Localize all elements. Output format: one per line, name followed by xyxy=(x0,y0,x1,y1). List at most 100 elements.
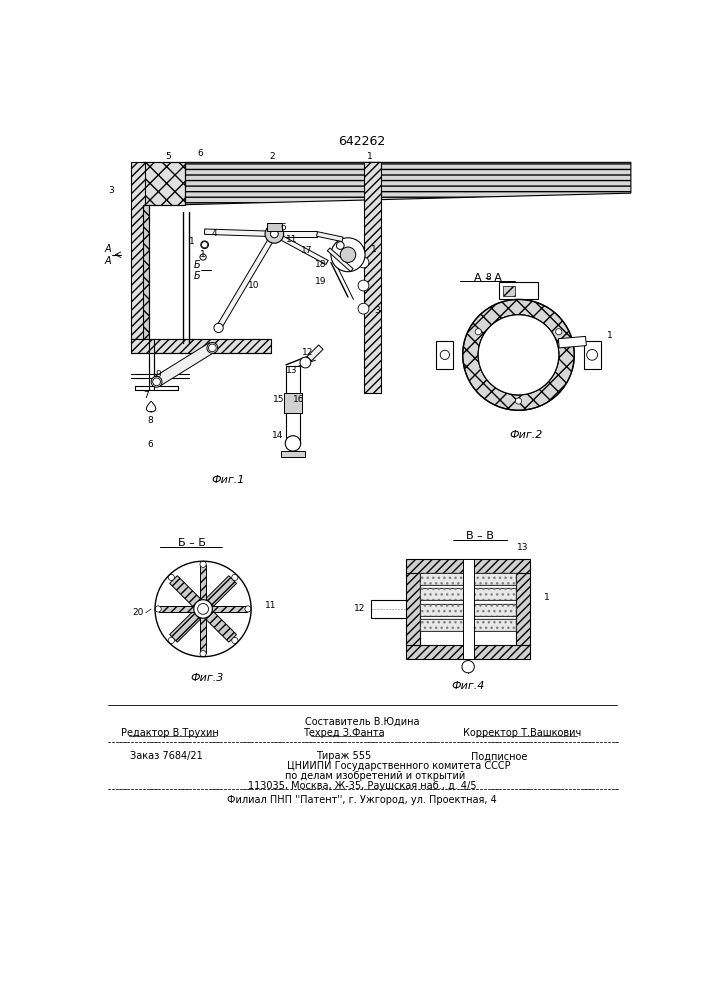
Circle shape xyxy=(440,350,450,359)
Bar xyxy=(583,341,601,369)
Polygon shape xyxy=(307,345,323,361)
Polygon shape xyxy=(170,576,200,606)
Bar xyxy=(284,393,303,413)
Circle shape xyxy=(200,561,206,567)
Text: 15: 15 xyxy=(272,395,284,404)
Text: А – А: А – А xyxy=(474,273,501,283)
Bar xyxy=(420,588,516,600)
Text: Составитель В.Юдина: Составитель В.Юдина xyxy=(305,717,419,727)
Text: 1: 1 xyxy=(367,152,373,161)
Text: 20: 20 xyxy=(133,608,144,617)
Text: Фиг.3: Фиг.3 xyxy=(190,673,223,683)
Text: 113035, Москва, Ж-35, Раушская наб., д. 4/5: 113035, Москва, Ж-35, Раушская наб., д. … xyxy=(247,781,477,791)
Circle shape xyxy=(151,376,162,387)
Circle shape xyxy=(475,329,481,335)
Bar xyxy=(516,573,530,645)
Text: 12: 12 xyxy=(302,348,313,357)
Text: 3: 3 xyxy=(374,306,380,315)
Circle shape xyxy=(462,661,474,673)
Circle shape xyxy=(358,303,369,314)
Circle shape xyxy=(214,323,223,333)
Text: Редактор В.Трухин: Редактор В.Трухин xyxy=(121,728,218,738)
Text: 1: 1 xyxy=(607,331,612,340)
Circle shape xyxy=(232,637,238,644)
Text: Филиал ПНП ''Патент'', г. Ужгород, ул. Проектная, 4: Филиал ПНП ''Патент'', г. Ужгород, ул. П… xyxy=(227,795,497,805)
Circle shape xyxy=(271,230,279,238)
Polygon shape xyxy=(170,612,200,642)
Text: 16: 16 xyxy=(293,395,305,404)
Wedge shape xyxy=(462,299,574,410)
Bar xyxy=(406,573,420,645)
Text: Тираж 555: Тираж 555 xyxy=(317,751,372,761)
Circle shape xyxy=(168,574,175,580)
Text: 642262: 642262 xyxy=(339,135,385,148)
Text: 6: 6 xyxy=(281,223,286,232)
Circle shape xyxy=(245,606,251,612)
Circle shape xyxy=(337,242,344,249)
Circle shape xyxy=(198,604,209,614)
Bar xyxy=(363,162,380,393)
Text: А: А xyxy=(105,256,111,266)
Circle shape xyxy=(201,242,208,248)
Polygon shape xyxy=(216,233,276,329)
Text: Техред З.Фанта: Техред З.Фанта xyxy=(303,728,385,738)
Circle shape xyxy=(153,378,160,386)
Text: Подписное: Подписное xyxy=(471,751,527,761)
Text: 7: 7 xyxy=(144,391,149,400)
Text: 2: 2 xyxy=(269,152,275,161)
Text: Корректор Т.Вашкович: Корректор Т.Вашкович xyxy=(463,728,581,738)
Circle shape xyxy=(155,606,161,612)
Circle shape xyxy=(200,651,206,657)
Bar xyxy=(406,645,530,659)
Bar xyxy=(436,341,453,369)
Text: 13: 13 xyxy=(517,543,528,552)
Circle shape xyxy=(168,637,175,644)
Bar xyxy=(420,573,516,585)
Circle shape xyxy=(515,398,522,404)
Text: 4: 4 xyxy=(211,229,217,238)
Text: 1: 1 xyxy=(370,245,376,254)
Text: Б – Б: Б – Б xyxy=(177,538,206,548)
Text: 14: 14 xyxy=(271,431,284,440)
Circle shape xyxy=(556,329,562,335)
Bar xyxy=(420,573,516,585)
Bar xyxy=(406,559,530,573)
Circle shape xyxy=(587,349,597,360)
Circle shape xyxy=(340,247,356,262)
Circle shape xyxy=(358,257,369,268)
Bar xyxy=(143,162,185,205)
Circle shape xyxy=(209,344,216,352)
Polygon shape xyxy=(559,336,586,348)
Polygon shape xyxy=(327,248,354,272)
Text: 13: 13 xyxy=(286,366,297,375)
Text: 6: 6 xyxy=(198,149,204,158)
Circle shape xyxy=(464,662,473,671)
Bar xyxy=(482,347,555,363)
Text: 1: 1 xyxy=(200,250,206,259)
Polygon shape xyxy=(185,162,631,205)
Bar xyxy=(281,451,305,457)
Text: Заказ 7684/21: Заказ 7684/21 xyxy=(129,751,202,761)
Text: Б: Б xyxy=(194,260,200,270)
Polygon shape xyxy=(159,606,195,612)
Bar xyxy=(131,162,145,339)
Circle shape xyxy=(331,238,365,272)
Polygon shape xyxy=(200,617,206,653)
Bar xyxy=(420,619,516,631)
Bar xyxy=(143,162,185,205)
Text: 9: 9 xyxy=(156,370,161,379)
Text: 1: 1 xyxy=(544,593,550,602)
Circle shape xyxy=(358,280,369,291)
Text: 6: 6 xyxy=(148,440,153,449)
Bar xyxy=(482,347,555,363)
Circle shape xyxy=(300,357,311,368)
Text: Фиг.4: Фиг.4 xyxy=(452,681,485,691)
Circle shape xyxy=(285,436,300,451)
Polygon shape xyxy=(206,612,237,642)
Text: 12: 12 xyxy=(354,604,366,613)
Circle shape xyxy=(265,225,284,243)
Circle shape xyxy=(288,438,298,449)
Circle shape xyxy=(267,227,281,241)
Text: ЦНИИПИ Государственного комитета СССР: ЦНИИПИ Государственного комитета СССР xyxy=(286,761,510,771)
Bar xyxy=(503,286,515,296)
